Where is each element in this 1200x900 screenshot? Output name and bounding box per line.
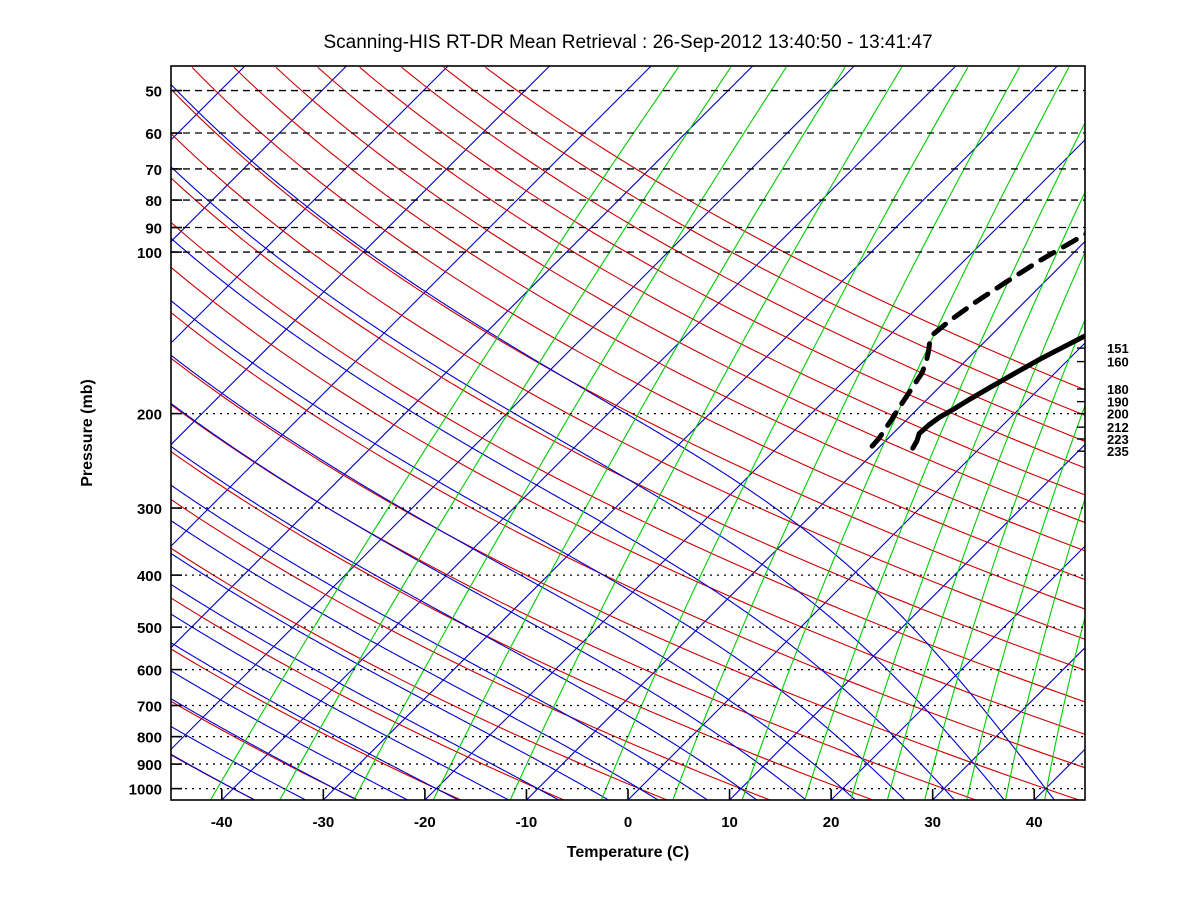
y-axis-ticks: 50 60 70 80 90 100 200 300 400 500 600 700 800 900 100… <box>129 84 182 799</box>
y-tick-label: 500 <box>137 620 162 637</box>
right-tick-label: 235 <box>1107 444 1129 459</box>
y-tick-label: 600 <box>137 663 162 680</box>
y-tick-label: 70 <box>145 162 162 179</box>
x-tick-label: 0 <box>624 814 632 831</box>
sounding-profiles <box>869 231 1085 451</box>
y-tick-label: 900 <box>137 757 162 774</box>
y-tick-label: 100 <box>137 245 162 262</box>
y-tick-label: 90 <box>145 221 162 238</box>
pressure-gridlines <box>171 89 1085 790</box>
right-tick-label: 200 <box>1107 407 1129 422</box>
x-tick-label: 40 <box>1026 814 1043 831</box>
right-tick-label: 160 <box>1107 355 1129 370</box>
right-tick-label: 212 <box>1107 420 1129 435</box>
y-tick-label: 50 <box>145 84 162 101</box>
page-title: Scanning-HIS RT-DR Mean Retrieval : 26-S… <box>323 32 932 53</box>
x-tick-label: -40 <box>211 814 233 831</box>
right-tick-label: 151 <box>1107 341 1129 356</box>
y-tick-label: 200 <box>137 407 162 424</box>
y-axis-label: Pressure (mb) <box>79 379 96 487</box>
right-tick-label: 223 <box>1107 432 1129 447</box>
x-tick-label: -20 <box>414 814 436 831</box>
x-tick-label: 10 <box>721 814 738 831</box>
y-tick-label: 800 <box>137 730 162 747</box>
x-tick-label: -10 <box>516 814 538 831</box>
y-tick-label: 80 <box>145 193 162 210</box>
x-axis-ticks: -40 -30 -20 -10 0 10 20 30 40 <box>211 789 1043 831</box>
y-tick-label: 700 <box>137 699 162 716</box>
right-tick-label: 180 <box>1107 382 1129 397</box>
x-tick-label: -30 <box>312 814 334 831</box>
x-tick-label: 30 <box>924 814 941 831</box>
y-tick-label: 300 <box>137 501 162 518</box>
y-tick-label: 400 <box>137 568 162 585</box>
x-axis-label: Temperature (C) <box>567 844 689 861</box>
y-tick-label: 1000 <box>129 782 162 799</box>
right-tick-label: 190 <box>1107 395 1129 410</box>
y-tick-label: 60 <box>145 126 162 143</box>
x-tick-label: 20 <box>823 814 840 831</box>
background-thermodynamic-lines <box>171 66 1085 800</box>
